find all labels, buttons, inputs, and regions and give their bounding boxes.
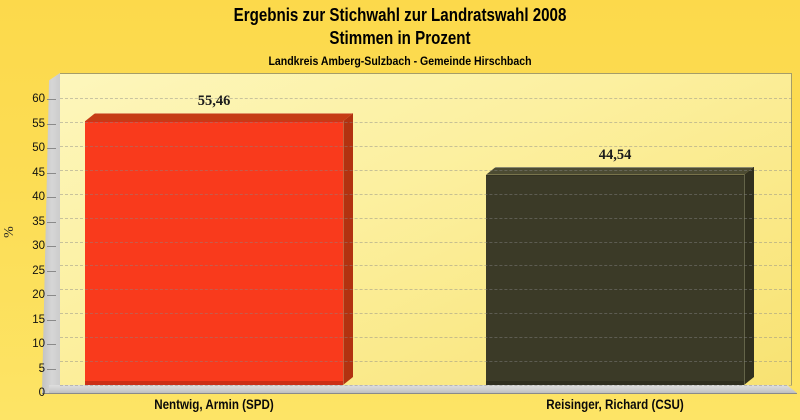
y-tick-mark <box>47 295 56 296</box>
bar-top-face <box>486 166 754 175</box>
x-axis-line <box>42 393 797 394</box>
y-tick-label: 10 <box>32 338 45 350</box>
y-tick-mark <box>47 319 56 321</box>
y-tick-label: 30 <box>32 240 45 252</box>
y-tick-label: 15 <box>32 313 45 326</box>
category-label: Reisinger, Richard (CSU) <box>546 397 684 412</box>
bar-group <box>486 166 754 385</box>
y-tick-label: 40 <box>32 191 45 203</box>
bar-side-face <box>744 167 754 385</box>
bar-side-face <box>343 113 353 385</box>
y-tick-mark <box>47 148 56 149</box>
chart-header: Ergebnis zur Stichwahl zur Landratswahl … <box>0 4 800 69</box>
y-tick-mark <box>47 99 56 100</box>
bar-top-face <box>85 113 353 122</box>
y-tick-label: 20 <box>32 289 45 301</box>
y-tick-label: 0 <box>38 387 45 399</box>
y-tick-label: 50 <box>32 142 45 154</box>
chart-subtitle: Landkreis Amberg-Sulzbach - Gemeinde Hir… <box>268 54 532 68</box>
chart-title-line1: Ergebnis zur Stichwahl zur Landratswahl … <box>233 5 567 25</box>
category-label: Nentwig, Armin (SPD) <box>154 397 274 412</box>
y-tick-label: 45 <box>32 166 45 179</box>
y-tick-label: 5 <box>38 362 45 375</box>
y-tick-mark <box>47 393 56 394</box>
bar-bottom-shade <box>85 380 343 385</box>
y-tick-mark <box>47 172 56 174</box>
bar-group <box>85 113 353 385</box>
y-tick-mark <box>47 246 56 247</box>
plot-floor <box>49 385 797 393</box>
y-tick-mark <box>47 197 56 198</box>
y-tick-mark <box>47 123 56 125</box>
bar-front-face <box>486 174 744 385</box>
y-tick-label: 60 <box>32 93 45 105</box>
y-tick-mark <box>47 344 56 345</box>
bar-value-label: 55,46 <box>197 93 231 110</box>
y-tick-mark <box>47 221 56 223</box>
y-tick-label: 25 <box>32 264 45 277</box>
bar-value-label: 44,54 <box>598 146 632 163</box>
bar-front-face <box>85 121 343 385</box>
y-tick-label: 35 <box>32 215 45 228</box>
bar-bottom-shade <box>486 380 744 385</box>
y-tick-label: 55 <box>32 117 45 130</box>
chart-title-line2: Stimmen in Prozent <box>329 28 471 48</box>
y-tick-mark <box>47 270 56 272</box>
y-tick-mark <box>47 368 56 370</box>
